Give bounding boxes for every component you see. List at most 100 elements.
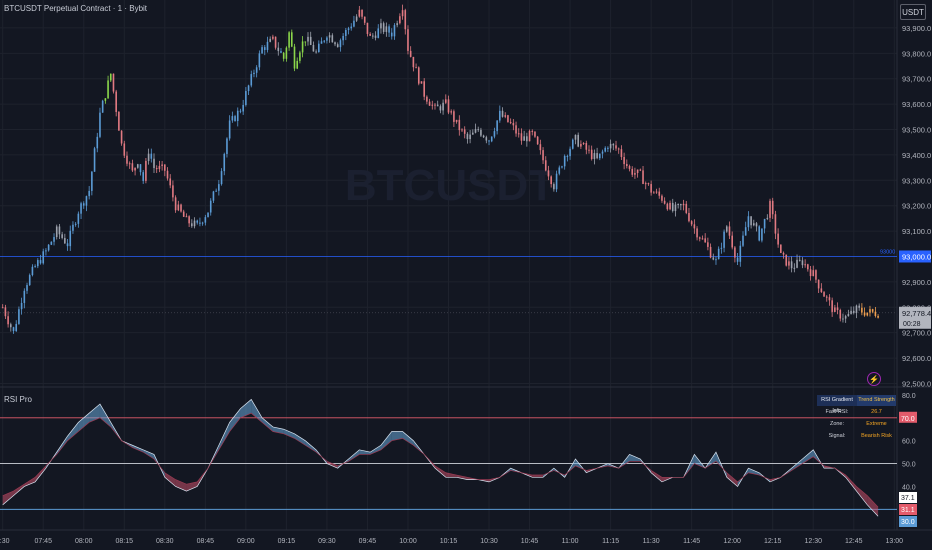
candle-body [93, 148, 96, 172]
candle-body [582, 143, 585, 145]
candle-body [642, 170, 644, 184]
info-label: Fast RSI: [825, 409, 849, 415]
candle-body [158, 165, 161, 170]
last-price-countdown: 00:28 [903, 321, 921, 328]
candle-body [134, 167, 136, 171]
candle-body [318, 43, 320, 53]
candle-body [353, 20, 355, 27]
candle-body [23, 290, 26, 303]
candle-body [728, 226, 731, 236]
candle-body [520, 133, 523, 141]
candle-body [566, 155, 569, 157]
candle-body [712, 257, 715, 260]
candle-body [793, 267, 796, 269]
candle-body [758, 226, 761, 241]
candle-body [785, 254, 788, 266]
candle-body [258, 53, 261, 68]
candle-body [688, 212, 690, 222]
candle-body [558, 167, 561, 174]
candle-body [142, 172, 145, 181]
candle-body [852, 310, 855, 313]
candle-body [469, 134, 471, 140]
candle-body [342, 35, 344, 41]
candle-body [690, 221, 693, 225]
candle-body [336, 44, 339, 48]
watermark-text: BTCUSDT [345, 161, 555, 210]
candle-body [261, 47, 263, 54]
candle-body [155, 168, 158, 170]
candle-body [77, 213, 80, 224]
candle-body [331, 35, 334, 43]
time-tick-label: 7:30 [0, 538, 10, 545]
rsi-fill-segment [532, 475, 544, 478]
candle-body [18, 309, 20, 324]
candle-body [455, 119, 458, 122]
time-tick-label: 09:45 [359, 538, 377, 545]
price-tick-label: 92,700.0 [902, 329, 931, 338]
rsi-value-label: 37.1 [901, 495, 915, 502]
candle-body [136, 164, 139, 168]
chart-title: BTCUSDT Perpetual Contract · 1 · Bybit [4, 4, 148, 13]
indicator-title[interactable]: RSI Pro [4, 395, 33, 404]
candle-body [472, 132, 474, 135]
lightning-icon[interactable]: ⚡ [867, 372, 881, 386]
candle-body [131, 163, 134, 171]
candle-body [145, 160, 147, 181]
candle-body [426, 96, 428, 102]
candle-body [120, 130, 123, 144]
candle-body [769, 200, 771, 218]
rsi-fill-segment [35, 465, 46, 482]
rsi-fill-segment [348, 449, 360, 462]
candle-body [463, 129, 466, 134]
candle-body [544, 160, 547, 171]
candle-body [555, 173, 558, 190]
candle-body [577, 134, 579, 147]
rsi-fill-segment [99, 404, 111, 427]
rsi-fill-segment [726, 472, 738, 487]
candle-body [515, 125, 517, 134]
candle-body [282, 52, 285, 59]
candle-body [477, 129, 480, 131]
candle-body [72, 224, 74, 231]
time-tick-label: 12:00 [723, 538, 741, 545]
candle-body [782, 252, 785, 255]
candle-body [874, 311, 877, 316]
currency-button[interactable]: USDT [900, 4, 926, 20]
candle-body [172, 185, 174, 198]
candle-body [739, 245, 742, 262]
candle-body [118, 111, 120, 131]
candle-body [458, 119, 461, 131]
candle-body [99, 112, 101, 137]
time-tick-label: 08:00 [75, 538, 93, 545]
candle-body [250, 74, 253, 86]
time-tick-label: 10:45 [521, 538, 539, 545]
candle-body [612, 143, 615, 146]
candle-body [715, 259, 717, 261]
candle-body [347, 28, 350, 30]
rsi-fill-segment [13, 484, 25, 496]
candle-body [328, 35, 331, 38]
price-tick-label: 93,500.0 [902, 126, 931, 135]
candle-body [66, 243, 69, 247]
rsi-overbought-label: 70.0 [901, 416, 915, 423]
candle-body [634, 172, 636, 175]
candle-body [153, 158, 155, 169]
candle-body [85, 196, 88, 206]
candle-body [617, 148, 620, 150]
candle-body [620, 149, 623, 158]
candle-body [201, 222, 204, 224]
candle-body [763, 218, 766, 229]
candle-body [382, 23, 385, 32]
candle-body [409, 50, 412, 57]
candle-body [647, 183, 650, 185]
info-value: 26.7 [871, 409, 882, 415]
candle-body [547, 170, 550, 177]
candle-body [563, 155, 566, 167]
candle-body [480, 129, 482, 136]
time-tick-label: 09:15 [278, 538, 296, 545]
candle-body [534, 131, 536, 137]
candle-body [277, 47, 280, 52]
time-tick-label: 10:30 [480, 538, 498, 545]
candle-body [31, 266, 34, 276]
candle-body [680, 204, 682, 206]
